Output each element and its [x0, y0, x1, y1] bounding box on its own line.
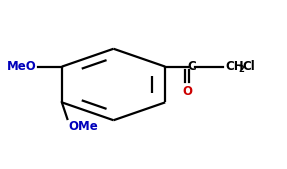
Text: C: C	[187, 60, 196, 73]
Text: 2: 2	[238, 65, 244, 74]
Text: CH: CH	[225, 60, 243, 73]
Text: O: O	[182, 84, 192, 98]
Text: OMe: OMe	[69, 120, 98, 133]
Text: Cl: Cl	[243, 60, 255, 73]
Text: MeO: MeO	[7, 60, 37, 73]
